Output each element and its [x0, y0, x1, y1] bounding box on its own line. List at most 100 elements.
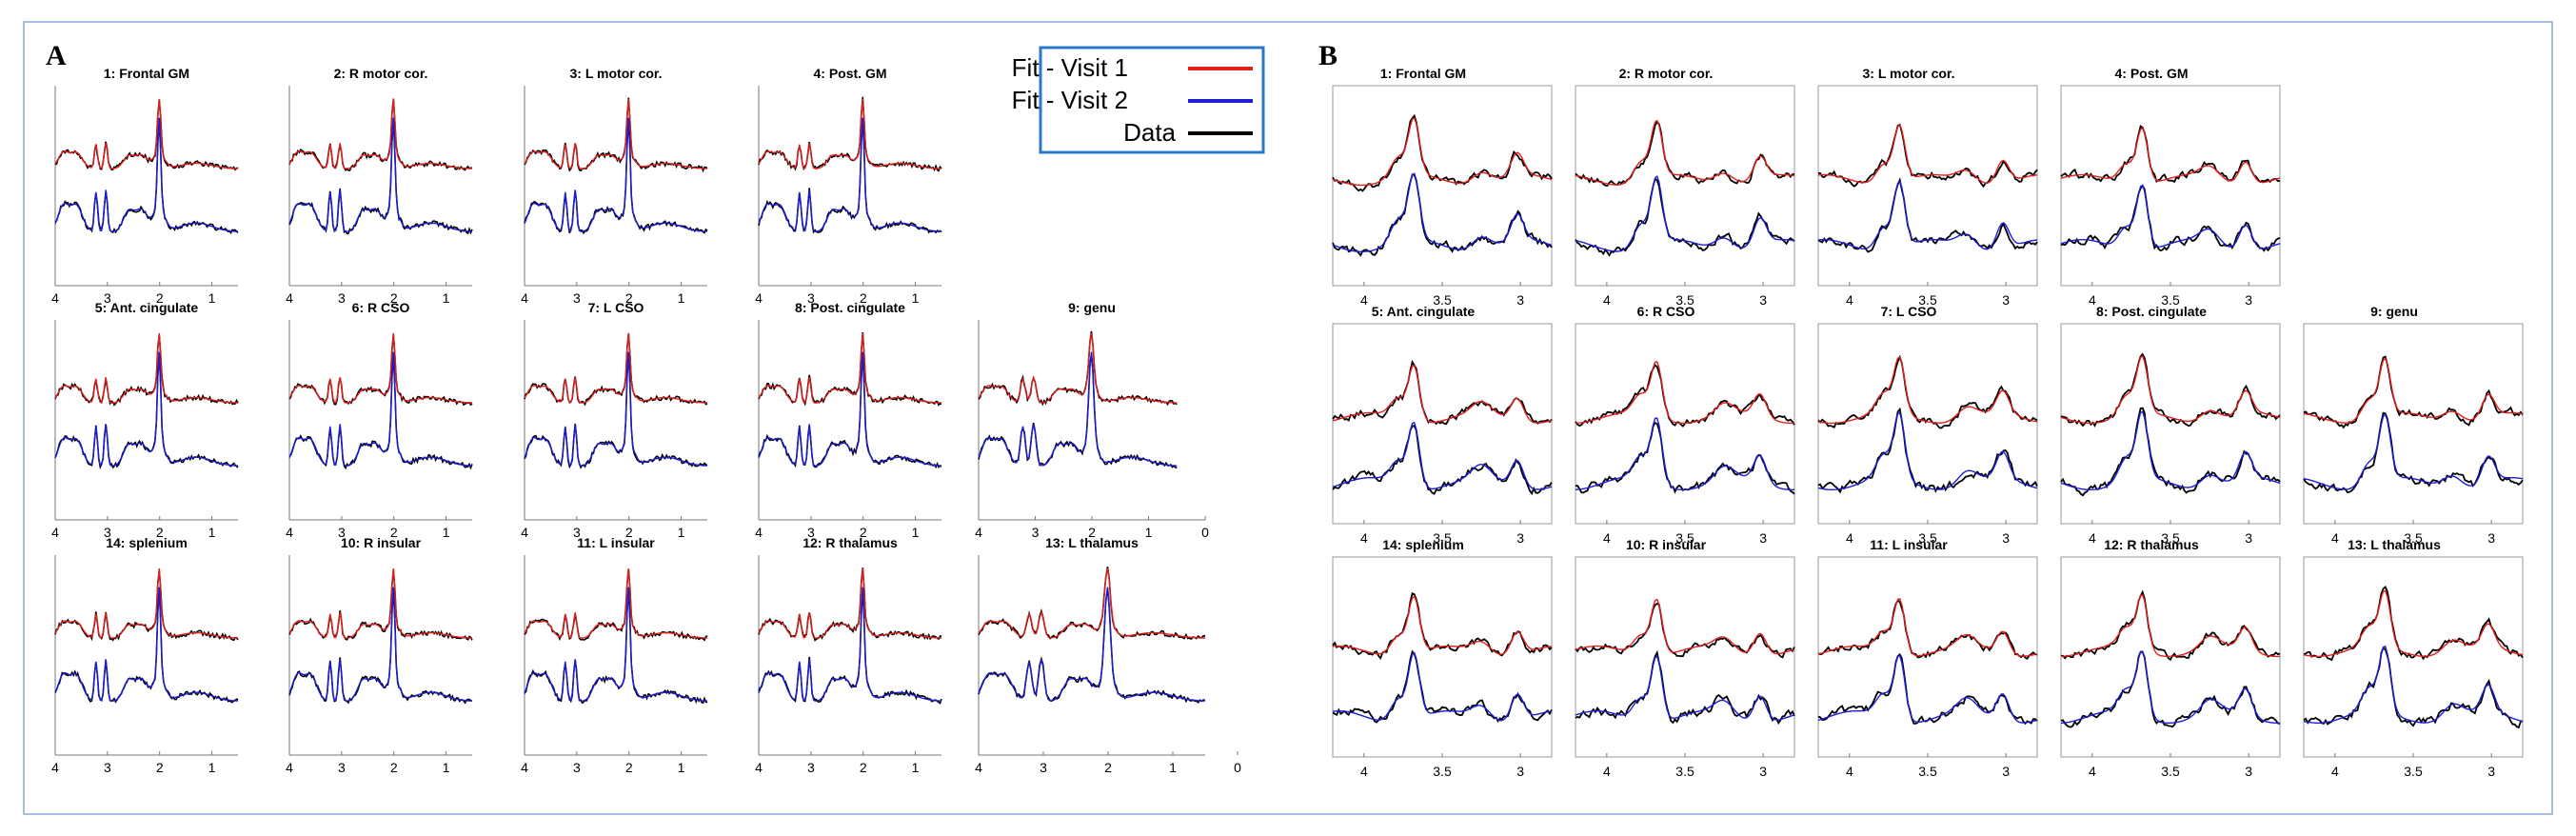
x-tick-label: 2	[1088, 525, 1096, 540]
data-trace-visit1	[524, 97, 708, 173]
x-tick-label: 3.5	[1433, 292, 1452, 308]
subplot-b-2: 2: R motor cor. 4 3.5 3	[1575, 66, 1795, 308]
x-tick-label: 3	[2002, 292, 2010, 308]
x-tick-label: 3.5	[2161, 292, 2180, 308]
x-tick-label: 4	[755, 290, 763, 306]
x-tick-label: 2	[860, 290, 867, 306]
data-trace-visit1	[2303, 355, 2524, 429]
x-tick-label: 4	[2331, 764, 2339, 779]
subplot-title: 14: splenium	[106, 535, 188, 550]
fit-trace-visit1	[758, 333, 941, 404]
subplot-title: 13: L thalamus	[1045, 535, 1139, 550]
x-tick-label: 4	[975, 760, 982, 775]
fit-trace-visit1	[1817, 356, 2038, 425]
data-trace-visit2	[1332, 424, 1553, 496]
x-tick-label: 1	[208, 290, 216, 306]
subplot-b-1: 1: Frontal GM 4 3.5 3	[1332, 66, 1553, 308]
subplot-b-9: 9: genu 4 3.5 3	[2303, 304, 2524, 546]
x-tick-label: 2	[625, 760, 633, 775]
fit-trace-visit1	[1575, 119, 1795, 186]
x-tick-label: 1	[912, 290, 920, 306]
fit-trace-visit1	[2303, 357, 2524, 424]
data-trace-visit1	[978, 567, 1206, 641]
data-trace-visit1	[1817, 599, 2038, 660]
fit-trace-visit1	[288, 333, 472, 404]
fit-trace-visit1	[1332, 595, 1553, 655]
subplot-a-9: 9: genu 4 3 2 1 0	[975, 300, 1209, 540]
subplot-title: 5: Ant. cingulate	[95, 300, 199, 315]
subplot-a-10: 10: R insular 4 3 2 1	[286, 535, 473, 775]
fit-trace-visit2	[1332, 421, 1553, 490]
legend-label-visit2: Fit - Visit 2	[1012, 86, 1128, 114]
x-tick-label: 1	[208, 525, 216, 540]
fit-trace-visit1	[288, 99, 472, 169]
data-trace-visit1	[2061, 589, 2281, 662]
fit-trace-visit1	[54, 333, 238, 404]
x-tick-label: 3.5	[1918, 292, 1937, 308]
x-tick-label: 0	[1234, 760, 1241, 775]
subplot-b-5: 5: Ant. cingulate 4 3.5 3	[1332, 304, 1553, 546]
subplot-a-1: 1: Frontal GM 4 3 2 1	[51, 66, 239, 306]
x-tick-label: 4	[1846, 530, 1853, 546]
x-tick-label: 2	[625, 525, 633, 540]
fit-trace-visit2	[54, 117, 238, 232]
subplot-title: 1: Frontal GM	[1380, 66, 1466, 81]
x-tick-label: 1	[678, 290, 685, 306]
x-tick-label: 3	[104, 290, 111, 306]
subplot-box	[1332, 323, 1553, 525]
subplot-title: 7: L CSO	[588, 300, 644, 315]
x-tick-label: 1	[912, 760, 920, 775]
x-tick-label: 3	[1516, 530, 1524, 546]
x-tick-label: 4	[286, 525, 293, 540]
fit-trace-visit1	[758, 568, 941, 639]
subplot-b-7: 7: L CSO 4 3.5 3	[1817, 304, 2038, 546]
x-tick-label: 1	[912, 525, 920, 540]
x-tick-label: 4	[755, 525, 763, 540]
x-tick-label: 3	[807, 290, 815, 306]
x-tick-label: 4	[2331, 530, 2339, 546]
fit-trace-visit2	[524, 587, 707, 702]
subplot-box	[1817, 85, 2038, 287]
x-tick-label: 2	[390, 290, 398, 306]
fit-trace-visit1	[1332, 365, 1553, 424]
data-trace-visit2	[1575, 421, 1795, 495]
x-tick-label: 3	[104, 760, 111, 775]
panel-label-b: B	[1318, 40, 1338, 71]
fit-trace-visit2	[2060, 410, 2281, 490]
fit-trace-visit1	[54, 99, 238, 169]
subplot-title: 12: R thalamus	[803, 535, 898, 550]
subplot-b-12: 12: R thalamus 4 3.5 3	[2060, 537, 2281, 779]
fit-trace-visit2	[1575, 174, 1795, 252]
x-tick-label: 0	[1201, 525, 1209, 540]
x-tick-label: 4	[1360, 530, 1368, 546]
subplot-b-10: 10: R insular 4 3.5 3	[1575, 537, 1795, 779]
subplot-box	[2060, 85, 2281, 287]
x-tick-label: 3.5	[2404, 530, 2423, 546]
subplot-a-14: 14: splenium 4 3 2 1	[51, 535, 239, 775]
fit-trace-visit2	[2060, 650, 2281, 724]
subplot-title: 1: Frontal GM	[104, 66, 189, 81]
subplot-title: 9: genu	[1068, 300, 1116, 315]
subplot-a-5: 5: Ant. cingulate 4 3 2 1	[51, 300, 239, 540]
fit-trace-visit2	[54, 587, 238, 702]
fit-trace-visit2	[758, 351, 941, 467]
x-tick-label: 4	[1360, 292, 1368, 308]
fit-trace-visit1	[288, 568, 472, 639]
fit-trace-visit1	[524, 333, 707, 404]
x-tick-label: 3	[1759, 530, 1767, 546]
x-tick-label: 2	[1104, 760, 1112, 775]
data-trace-visit1	[2060, 125, 2281, 184]
fit-trace-visit2	[2060, 184, 2281, 249]
x-tick-label: 2	[390, 760, 398, 775]
x-tick-label: 4	[521, 525, 528, 540]
data-trace-visit1	[1332, 592, 1553, 660]
subplot-title: 6: R CSO	[1637, 304, 1695, 319]
x-tick-label: 4	[51, 290, 59, 306]
data-trace-visit2	[1575, 177, 1795, 257]
subplot-a-8: 8: Post. cingulate 4 3 2 1	[755, 300, 942, 540]
subplot-a-4: 4: Post. GM 4 3 2 1	[755, 66, 942, 306]
x-tick-label: 4	[521, 760, 528, 775]
x-tick-label: 3	[1032, 525, 1040, 540]
x-tick-label: 4	[1603, 530, 1611, 546]
subplot-a-12: 12: R thalamus 4 3 2 1	[755, 535, 942, 775]
